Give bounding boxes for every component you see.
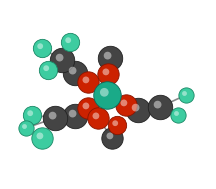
Point — [108, 134, 112, 137]
Point — [115, 123, 119, 126]
Point — [29, 112, 32, 115]
Point — [176, 113, 180, 116]
Point — [104, 70, 108, 73]
Point — [106, 73, 110, 76]
Point — [113, 122, 117, 125]
Point — [134, 106, 137, 109]
Point — [46, 68, 50, 71]
Point — [124, 104, 128, 107]
Point — [73, 115, 77, 118]
Point — [44, 67, 48, 70]
Point — [86, 106, 90, 109]
Point — [183, 92, 186, 95]
Point — [103, 91, 106, 94]
Point — [84, 104, 88, 107]
Point — [84, 78, 88, 81]
Point — [38, 45, 42, 48]
Point — [23, 125, 26, 128]
Point — [68, 40, 72, 43]
Point — [40, 46, 44, 50]
Point — [184, 94, 188, 97]
Point — [156, 103, 159, 106]
Point — [24, 126, 28, 129]
Point — [60, 58, 64, 61]
Point — [108, 57, 112, 60]
Point — [40, 136, 44, 139]
Point — [67, 39, 70, 42]
Point — [158, 105, 162, 108]
Point — [86, 81, 90, 84]
Point — [71, 69, 74, 72]
Point — [38, 134, 42, 137]
Point — [175, 112, 178, 115]
Point — [106, 54, 109, 57]
Point — [96, 116, 100, 119]
Point — [53, 116, 57, 119]
Point — [105, 94, 109, 97]
Point — [94, 114, 98, 117]
Point — [30, 113, 34, 116]
Point — [110, 136, 114, 139]
Point — [136, 108, 140, 112]
Point — [122, 101, 126, 104]
Point — [58, 56, 61, 59]
Point — [51, 114, 54, 117]
Point — [71, 112, 74, 115]
Point — [73, 71, 77, 74]
